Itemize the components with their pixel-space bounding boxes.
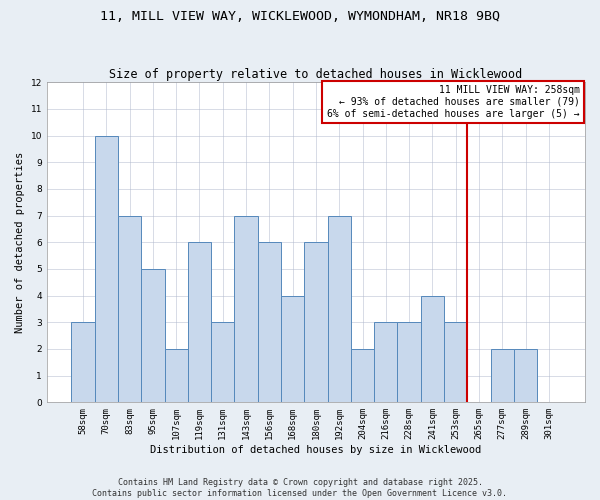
- Bar: [281, 296, 304, 403]
- Bar: [304, 242, 328, 402]
- Title: Size of property relative to detached houses in Wicklewood: Size of property relative to detached ho…: [109, 68, 523, 81]
- Bar: [421, 296, 444, 403]
- Bar: [235, 216, 258, 402]
- X-axis label: Distribution of detached houses by size in Wicklewood: Distribution of detached houses by size …: [151, 445, 482, 455]
- Text: Contains HM Land Registry data © Crown copyright and database right 2025.
Contai: Contains HM Land Registry data © Crown c…: [92, 478, 508, 498]
- Bar: [491, 349, 514, 403]
- Bar: [71, 322, 95, 402]
- Bar: [95, 136, 118, 402]
- Bar: [258, 242, 281, 402]
- Text: 11, MILL VIEW WAY, WICKLEWOOD, WYMONDHAM, NR18 9BQ: 11, MILL VIEW WAY, WICKLEWOOD, WYMONDHAM…: [100, 10, 500, 23]
- Bar: [328, 216, 351, 402]
- Bar: [397, 322, 421, 402]
- Bar: [164, 349, 188, 403]
- Bar: [141, 269, 164, 402]
- Bar: [514, 349, 537, 403]
- Bar: [351, 349, 374, 403]
- Y-axis label: Number of detached properties: Number of detached properties: [15, 152, 25, 333]
- Text: 11 MILL VIEW WAY: 258sqm
← 93% of detached houses are smaller (79)
6% of semi-de: 11 MILL VIEW WAY: 258sqm ← 93% of detach…: [327, 86, 580, 118]
- Bar: [374, 322, 397, 402]
- Bar: [188, 242, 211, 402]
- Bar: [118, 216, 141, 402]
- Bar: [211, 322, 235, 402]
- Bar: [444, 322, 467, 402]
